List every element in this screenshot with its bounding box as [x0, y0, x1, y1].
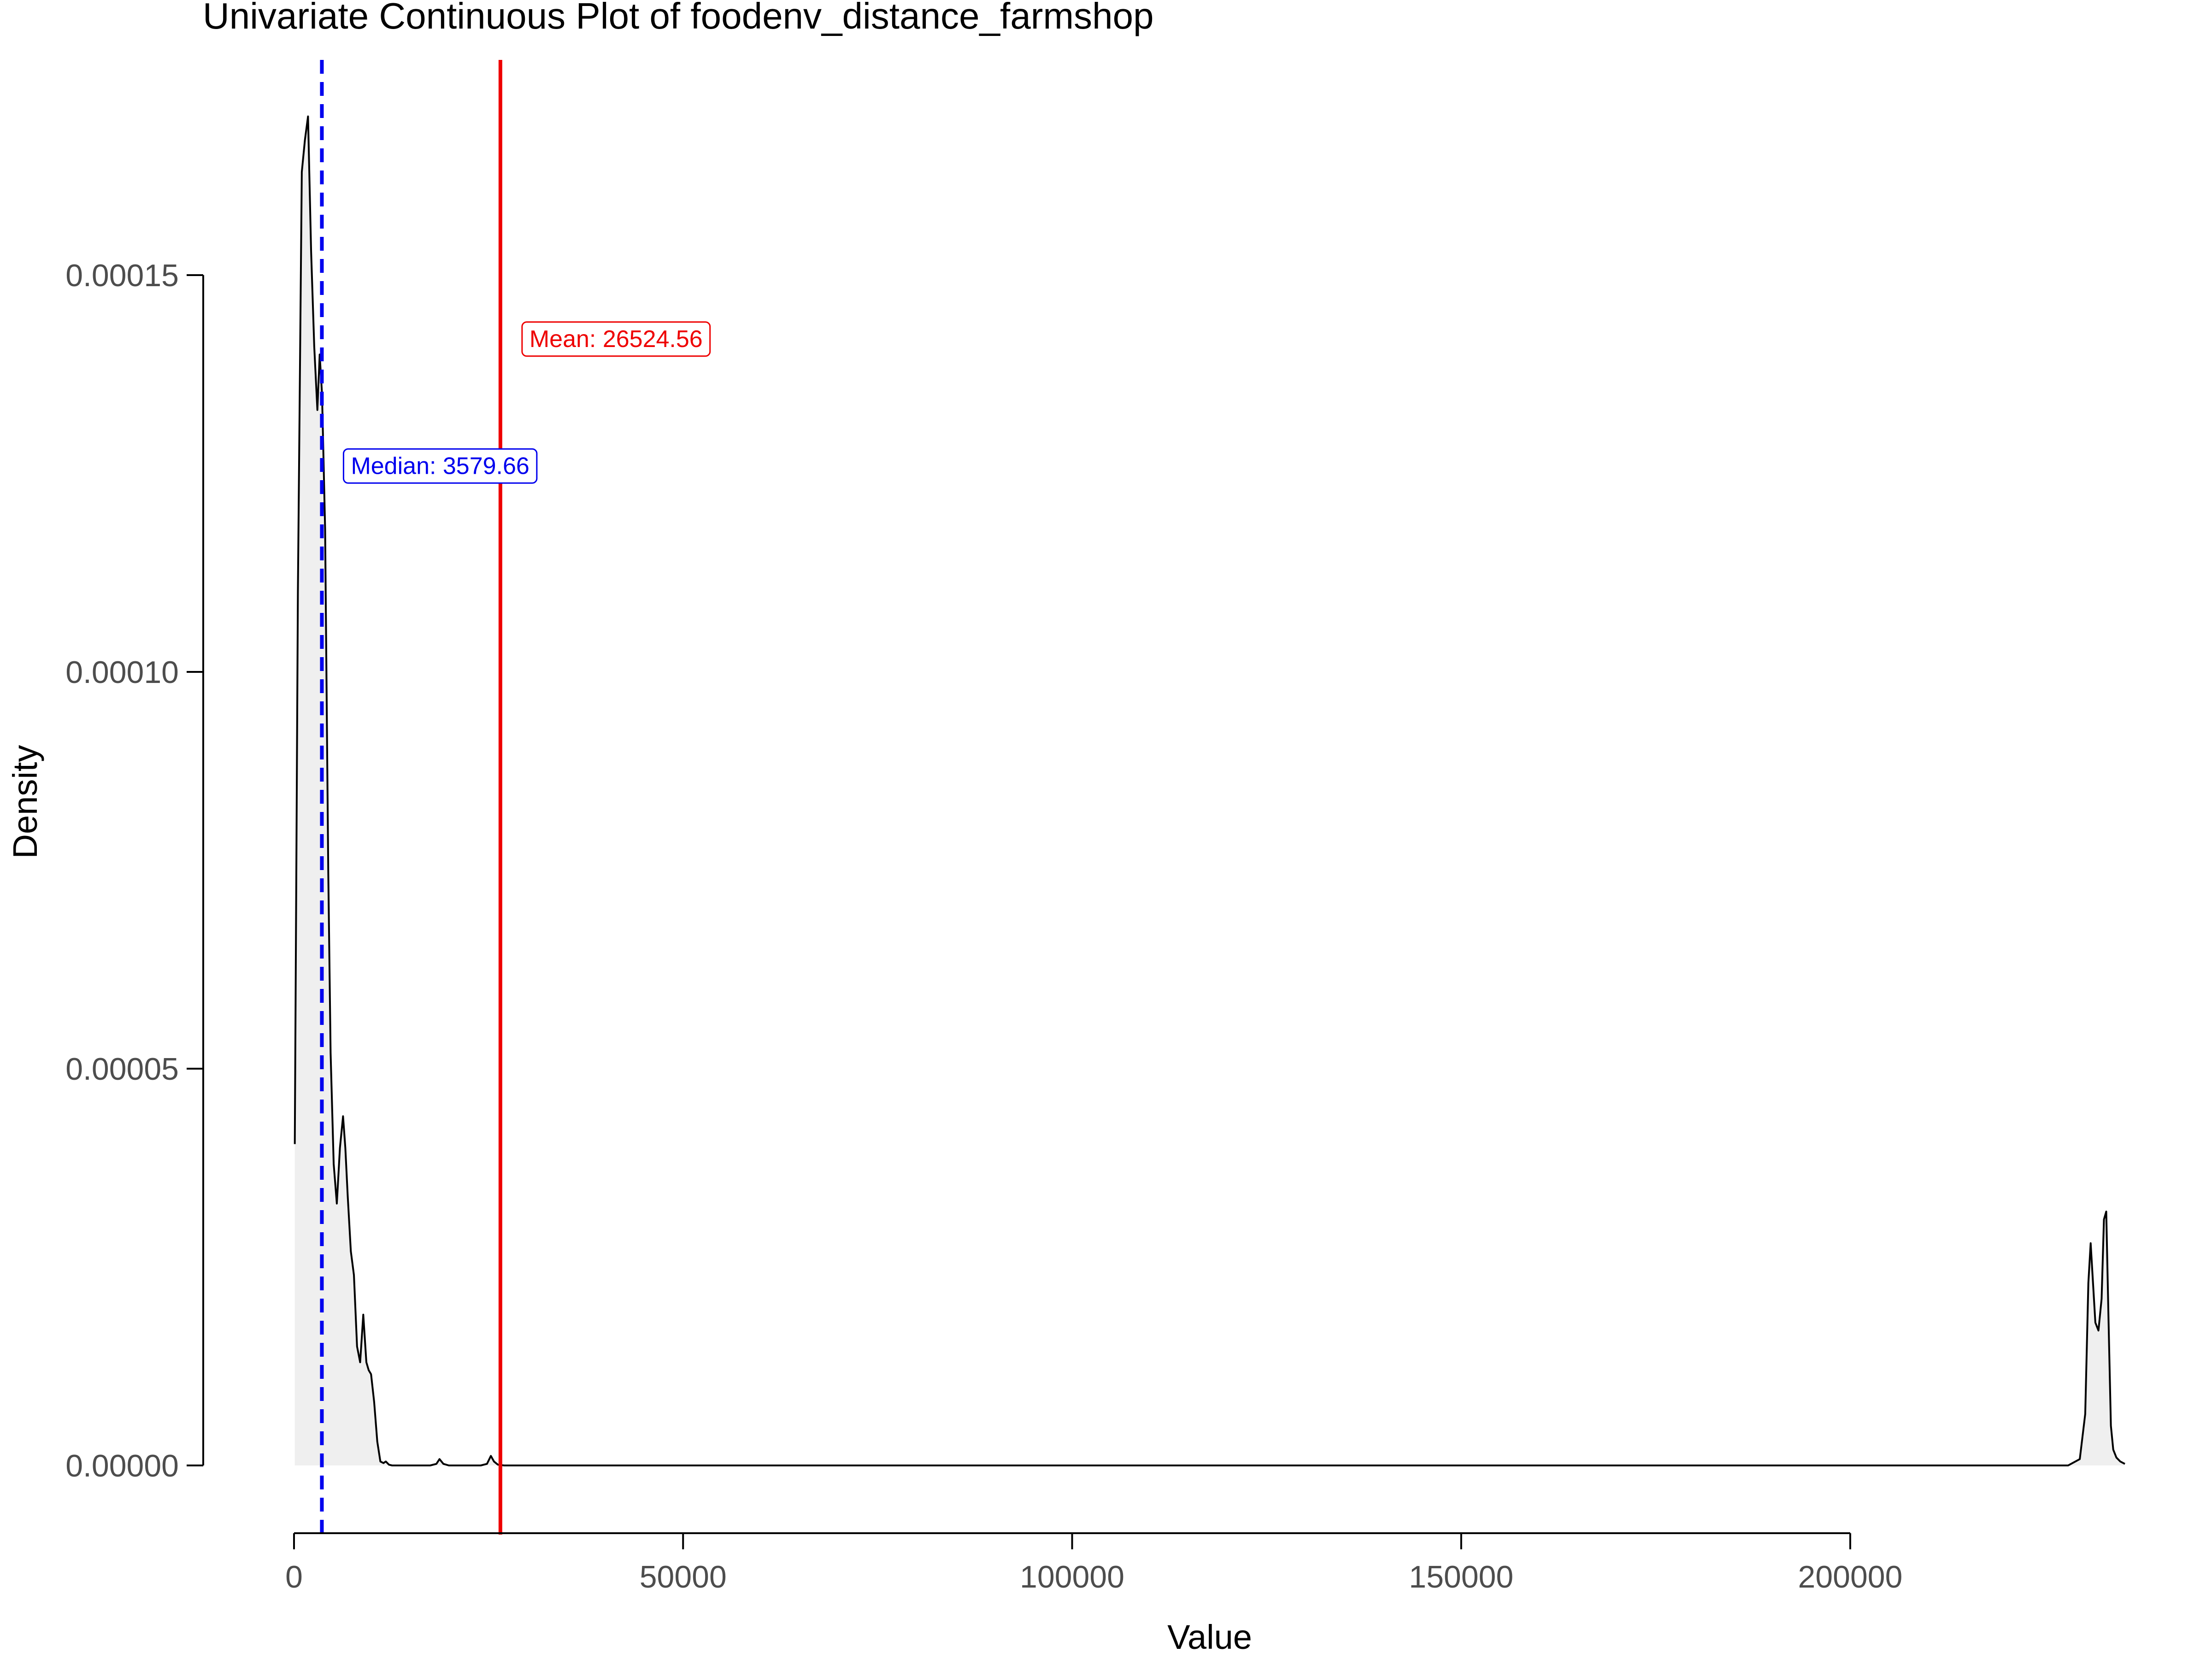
- y-tick-label: 0.00015: [65, 258, 179, 293]
- x-tick-label: 50000: [640, 1559, 727, 1594]
- x-tick-label: 0: [285, 1559, 303, 1594]
- x-axis-title: Value: [1167, 1618, 1252, 1656]
- x-tick-label: 100000: [1020, 1559, 1124, 1594]
- y-tick-label: 0.00000: [65, 1448, 179, 1483]
- density-area-0: [294, 116, 2125, 1465]
- mean-label: Mean: 26524.56: [529, 326, 703, 353]
- y-axis-title: Density: [6, 745, 44, 859]
- x-tick-label: 150000: [1409, 1559, 1513, 1594]
- plot-area: 0.00000 0.00005 0.00010 0.00015 0 50000 100000…: [65, 60, 2125, 1594]
- x-tick-label: 200000: [1798, 1559, 1903, 1594]
- y-tick-label: 0.00010: [65, 655, 179, 690]
- median-label: Median: 3579.66: [351, 453, 529, 479]
- y-tick-label: 0.00005: [65, 1052, 179, 1087]
- mean-label-box: [521, 321, 711, 357]
- density-line-0: [294, 115, 2125, 1466]
- chart-title: Univariate Continuous Plot of foodenv_di…: [203, 0, 1153, 36]
- median-label-box: [342, 448, 538, 484]
